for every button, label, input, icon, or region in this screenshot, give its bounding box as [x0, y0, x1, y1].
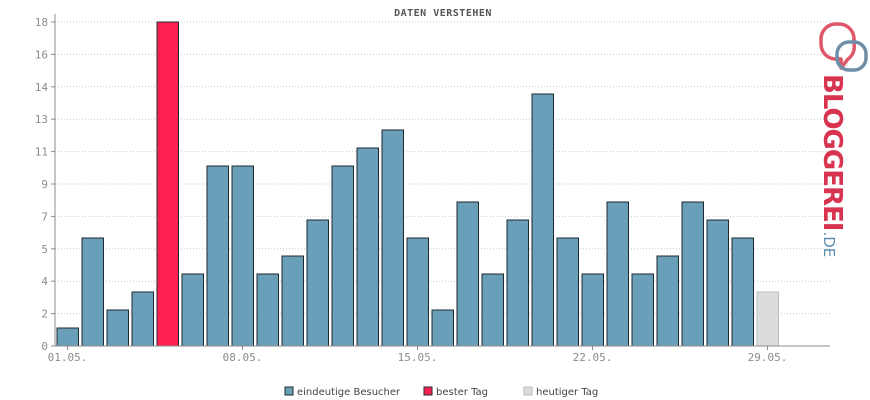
bar-visitors	[381, 129, 404, 347]
legend-label-today: heutiger Tag	[536, 387, 598, 398]
bloggerei-logo[interactable]: BLOGGEREI .DE	[817, 22, 868, 257]
bar-visitors	[731, 237, 754, 347]
bar-visitors	[181, 273, 204, 347]
bar-visitors	[556, 237, 579, 347]
bar-visitors	[106, 309, 129, 347]
y-tick-labels: 0 2 4 5 7 9 11 13 14 16 18	[35, 16, 55, 353]
y-tick-label: 14	[35, 81, 49, 94]
x-tick-label: 08.05.	[223, 351, 263, 364]
axes	[54, 14, 830, 347]
x-tick-label: 15.05.	[398, 351, 438, 364]
y-tick-label: 9	[41, 178, 48, 191]
legend-swatch-best	[423, 386, 433, 396]
bar-visitors	[581, 273, 604, 347]
bloggerei-wordmark: BLOGGEREI .DE	[817, 74, 847, 257]
legend-swatch-visitors	[284, 386, 294, 396]
y-tick-label: 7	[41, 210, 48, 223]
bar-visitors	[256, 273, 279, 347]
bar-visitors	[506, 219, 529, 347]
bar-visitors	[431, 309, 454, 347]
bars	[56, 21, 779, 347]
bar-visitors	[331, 165, 354, 347]
bar-visitors	[706, 219, 729, 347]
y-tick-label: 16	[35, 48, 48, 61]
x-tick-label: 01.05.	[48, 351, 88, 364]
legend-label-visitors: eindeutige Besucher	[297, 387, 401, 398]
bar-visitors	[456, 201, 479, 347]
bar-visitors	[306, 219, 329, 347]
bar-visitors	[131, 291, 154, 347]
bar-visitors	[531, 93, 554, 347]
bar-visitors	[206, 165, 229, 347]
y-tick-label: 0	[41, 340, 48, 353]
logo-word: BLOGGEREI	[817, 74, 847, 230]
bar-today	[756, 291, 779, 347]
logo-suffix: .DE	[820, 231, 838, 257]
bloggerei-speech-bubbles-icon	[819, 22, 868, 72]
bar-visitors	[606, 201, 629, 347]
y-tick-label: 13	[35, 113, 48, 126]
x-tick-labels: 01.05. 08.05. 15.05. 22.05. 29.05.	[48, 346, 788, 364]
y-tick-label: 5	[41, 243, 48, 256]
legend-label-best: bester Tag	[436, 387, 488, 398]
bar-visitors	[656, 255, 679, 347]
y-tick-label: 4	[41, 275, 48, 288]
bar-visitors	[81, 237, 104, 347]
bar-visitors	[406, 237, 429, 347]
bar-visitors	[231, 165, 254, 347]
bar-visitors	[281, 255, 304, 347]
bar-visitors	[481, 273, 504, 347]
legend-swatch-today	[523, 386, 533, 396]
x-tick-label: 22.05.	[573, 351, 613, 364]
bar-visitors	[681, 201, 704, 347]
x-tick-label: 29.05.	[748, 351, 788, 364]
chart-title: DATEN VERSTEHEN	[394, 8, 492, 19]
y-tick-label: 18	[35, 16, 48, 29]
bar-best-day	[156, 21, 179, 347]
bar-visitors	[631, 273, 654, 347]
bar-visitors	[356, 147, 379, 347]
y-tick-label: 2	[41, 308, 48, 321]
bar-visitors	[56, 327, 79, 347]
y-tick-label: 11	[35, 146, 48, 159]
legend: eindeutige Besucher bester Tag heutiger Ta…	[284, 386, 598, 398]
